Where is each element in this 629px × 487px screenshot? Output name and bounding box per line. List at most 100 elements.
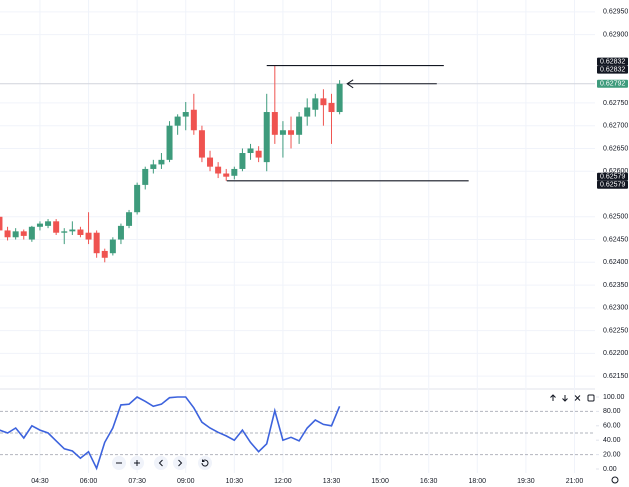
price-label-box <box>597 172 628 181</box>
y-tick-label: 0.62400 <box>603 259 628 266</box>
candle-body <box>198 130 205 158</box>
y-tick-label: 0.62150 <box>603 373 628 380</box>
scroll-right-icon <box>178 459 183 467</box>
y-tick-label: 20.00 <box>603 451 621 458</box>
scroll-left-button[interactable] <box>154 456 168 470</box>
price-label-box <box>597 180 628 189</box>
candle-body <box>4 230 11 238</box>
candle-body <box>61 231 68 233</box>
x-tick-label: 09:00 <box>177 478 195 485</box>
x-tick-label: 07:30 <box>128 478 146 485</box>
maximize-button[interactable] <box>587 394 595 402</box>
candle-body <box>69 229 76 232</box>
y-tick-label: 0.62450 <box>603 236 628 243</box>
y-tick-label: 0.62200 <box>603 350 628 357</box>
candle-body <box>53 221 60 233</box>
candle-body <box>36 223 43 227</box>
y-tick-label: 0.62350 <box>603 282 628 289</box>
scroll-right-button[interactable] <box>173 456 187 470</box>
y-tick-label: 0.62600 <box>603 168 628 175</box>
candle-body <box>271 112 278 135</box>
reset-icon <box>201 459 209 467</box>
candle-body <box>263 112 270 163</box>
x-tick-label: 04:30 <box>31 478 49 485</box>
move-down-button[interactable] <box>562 395 568 402</box>
candle-body <box>312 98 319 110</box>
price-label-box <box>597 79 628 88</box>
candle-body <box>255 150 262 158</box>
candle-body <box>231 168 238 176</box>
price-label: 0.62792 <box>600 81 625 88</box>
candle-body <box>247 148 254 154</box>
x-tick-label: 16:30 <box>420 478 438 485</box>
navigation-bar <box>112 456 212 470</box>
y-tick-label: 80.00 <box>603 408 621 415</box>
x-tick-label: 06:00 <box>80 478 98 485</box>
y-tick-label: 0.62750 <box>603 100 628 107</box>
candle-body <box>45 221 52 226</box>
candle-body <box>77 229 84 235</box>
y-tick-label: 100.00 <box>603 394 625 401</box>
x-tick-label: 13:30 <box>323 478 341 485</box>
candle-body <box>223 173 230 177</box>
candle-body <box>328 102 335 113</box>
y-tick-label: 0.62500 <box>603 214 628 221</box>
candle-body <box>239 153 246 169</box>
price-label: 0.62832 <box>600 58 625 65</box>
candle-body <box>28 226 35 240</box>
candle-body <box>20 231 27 236</box>
candle-body <box>215 166 222 174</box>
arrow-head <box>346 79 354 89</box>
candle-body <box>158 159 165 165</box>
candle-body <box>150 164 157 169</box>
oscillator-line <box>0 396 341 471</box>
candle-body <box>336 83 343 113</box>
y-tick-label: 0.62300 <box>603 305 628 312</box>
price-label-box <box>597 65 628 74</box>
candle-body <box>182 112 189 117</box>
x-tick-label: 12:00 <box>274 478 292 485</box>
candle-body <box>93 232 100 254</box>
candle-body <box>296 116 303 135</box>
price-label: 0.62579 <box>600 182 625 189</box>
candle-body <box>117 225 124 240</box>
candle-body <box>174 116 181 126</box>
y-tick-label: 0.62900 <box>603 31 628 38</box>
y-tick-label: 40.00 <box>603 437 621 444</box>
candle-body <box>320 98 327 106</box>
candle-body <box>288 130 295 135</box>
candle-body <box>142 168 149 185</box>
y-tick-label: 0.62650 <box>603 145 628 152</box>
y-tick-label: 0.00 <box>603 466 617 473</box>
x-tick-label: 19:30 <box>517 478 535 485</box>
candle-body <box>166 125 173 160</box>
x-tick-label: 10:30 <box>226 478 244 485</box>
candle-body <box>134 184 141 213</box>
candle-body <box>190 109 197 131</box>
pane-toolbar <box>550 394 595 402</box>
settings-button[interactable] <box>611 476 619 484</box>
settings-icon <box>611 476 619 484</box>
y-tick-label: 0.62250 <box>603 327 628 334</box>
candle-body <box>12 231 19 238</box>
candle-body <box>304 107 311 117</box>
candle-body <box>101 250 108 258</box>
price-label-box <box>597 57 628 66</box>
y-tick-label: 0.62700 <box>603 123 628 130</box>
candle-body <box>0 216 3 231</box>
x-tick-label: 18:00 <box>469 478 487 485</box>
candle-body <box>109 239 116 254</box>
candle-body <box>207 157 214 167</box>
candle-body <box>85 232 92 240</box>
x-tick-label: 21:00 <box>566 478 584 485</box>
price-label: 0.62832 <box>600 66 625 73</box>
scroll-left-icon <box>158 459 163 467</box>
close-button[interactable] <box>574 395 581 401</box>
x-tick-label: 15:00 <box>371 478 389 485</box>
candle-body <box>126 212 133 226</box>
candle-body <box>279 130 286 135</box>
move-up-button[interactable] <box>550 394 556 401</box>
reset-button[interactable] <box>198 456 212 470</box>
